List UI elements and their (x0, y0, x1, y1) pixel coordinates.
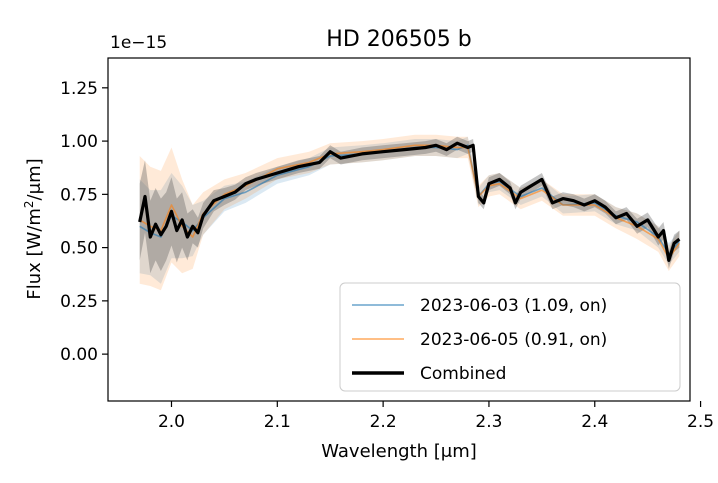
y-tick-label: 0.50 (60, 239, 98, 259)
y-axis-label-suffix: /μm] (24, 158, 45, 200)
line-combined (138, 141, 681, 262)
y-axis-label: Flux [W/m2/μm] (22, 158, 45, 299)
x-axis: 2.0 2.1 2.2 2.3 2.4 2.5 (158, 401, 714, 432)
x-tick-label: 2.5 (687, 412, 714, 432)
legend-box (339, 282, 681, 392)
legend-label-2023-06-03-1-09-on: 2023-06-03 (1.09, on) (420, 296, 607, 316)
y-tick-label: 0.75 (60, 185, 98, 205)
legend-label-2023-06-05-0-91-on: 2023-06-05 (0.91, on) (420, 330, 607, 350)
chart-title: HD 206505 b (326, 27, 471, 52)
x-tick-label: 2.4 (581, 412, 608, 432)
y-axis-label-prefix: Flux [W/m (24, 208, 45, 300)
y-axis-label-superscript: 2 (22, 200, 36, 208)
y-tick-label: 1.25 (60, 79, 98, 99)
plot-frame (107, 57, 691, 402)
y-axis: 0.00 0.25 0.50 0.75 1.00 1.25 (60, 79, 108, 365)
y-tick-label: 0.00 (60, 345, 98, 365)
y-tick-label: 0.25 (60, 292, 98, 312)
x-tick-label: 2.0 (158, 412, 185, 432)
y-tick-label: 1.00 (60, 132, 98, 152)
x-tick-label: 2.3 (475, 412, 502, 432)
x-tick-label: 2.1 (264, 412, 291, 432)
x-axis-label: Wavelength [μm] (321, 441, 477, 462)
x-tick-label: 2.2 (370, 412, 397, 432)
line-2023-06-05-0-91-on (139, 144, 681, 260)
series-lines (138, 141, 681, 262)
y-offset-text: 1e−15 (110, 33, 167, 53)
legend: 2023-06-03 (1.09, on) 2023-06-05 (0.91, o… (339, 282, 681, 392)
legend-label-combined: Combined (420, 364, 506, 384)
legend-items: 2023-06-03 (1.09, on) 2023-06-05 (0.91, o… (352, 296, 607, 384)
